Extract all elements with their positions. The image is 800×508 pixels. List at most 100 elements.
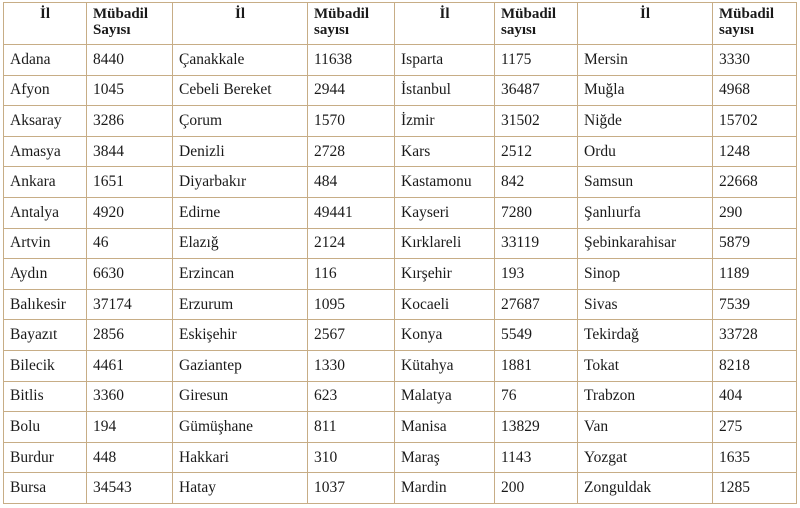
cell-il: Diyarbakır (173, 167, 308, 198)
cell-il: Bilecik (4, 350, 87, 381)
cell-il: Sivas (578, 289, 713, 320)
header-count-line1: Mübadil (719, 6, 796, 22)
cell-mubadil-sayisi: 76 (495, 381, 578, 412)
header-count-line2: sayısı (314, 22, 394, 38)
header-count-line1: Mübadil (314, 6, 394, 22)
cell-il: Hakkari (173, 442, 308, 473)
table-row: Afyon 1045 Cebeli Bereket 2944 İstanbul 36487… (4, 75, 797, 106)
header-il-1: İl (4, 3, 87, 45)
table-row: Bitlis 3360 Giresun 623 Malatya 76 Trabzon 404 (4, 381, 797, 412)
cell-mubadil-sayisi: 3360 (87, 381, 173, 412)
cell-il: Bayazıt (4, 320, 87, 351)
cell-mubadil-sayisi: 1651 (87, 167, 173, 198)
cell-il: Kütahya (395, 350, 495, 381)
cell-il: Giresun (173, 381, 308, 412)
cell-mubadil-sayisi: 1045 (87, 75, 173, 106)
mubadil-table-container: İl Mübadil Sayısı İl Mübadil sayısı İl M… (3, 2, 797, 504)
cell-il: Aydın (4, 259, 87, 290)
cell-il: Sinop (578, 259, 713, 290)
cell-mubadil-sayisi: 1570 (308, 106, 395, 137)
cell-mubadil-sayisi: 1095 (308, 289, 395, 320)
table-row: Amasya 3844 Denizli 2728 Kars 2512 Ordu 1248 (4, 136, 797, 167)
header-mubadil-sayisi-2: Mübadil sayısı (308, 3, 395, 45)
cell-il: Elazığ (173, 228, 308, 259)
cell-il: Şebinkarahisar (578, 228, 713, 259)
header-count-line2: sayısı (719, 22, 796, 38)
cell-mubadil-sayisi: 811 (308, 412, 395, 443)
cell-il: Denizli (173, 136, 308, 167)
cell-il: Şanlıurfa (578, 197, 713, 228)
cell-il: Antalya (4, 197, 87, 228)
cell-mubadil-sayisi: 4968 (713, 75, 797, 106)
cell-il: Malatya (395, 381, 495, 412)
cell-il: Trabzon (578, 381, 713, 412)
header-mubadil-sayisi-3: Mübadil sayısı (495, 3, 578, 45)
cell-il: Ankara (4, 167, 87, 198)
mubadil-table: İl Mübadil Sayısı İl Mübadil sayısı İl M… (3, 2, 797, 504)
cell-mubadil-sayisi: 22668 (713, 167, 797, 198)
cell-mubadil-sayisi: 2944 (308, 75, 395, 106)
cell-il: Gümüşhane (173, 412, 308, 443)
cell-mubadil-sayisi: 1635 (713, 442, 797, 473)
cell-mubadil-sayisi: 8440 (87, 45, 173, 76)
cell-il: Erzurum (173, 289, 308, 320)
cell-mubadil-sayisi: 34543 (87, 473, 173, 504)
cell-mubadil-sayisi: 5549 (495, 320, 578, 351)
cell-il: Mersin (578, 45, 713, 76)
cell-il: Çanakkale (173, 45, 308, 76)
cell-il: Kars (395, 136, 495, 167)
cell-mubadil-sayisi: 200 (495, 473, 578, 504)
header-il-3: İl (395, 3, 495, 45)
cell-il: Aksaray (4, 106, 87, 137)
cell-mubadil-sayisi: 275 (713, 412, 797, 443)
table-row: Bolu 194 Gümüşhane 811 Manisa 13829 Van 275 (4, 412, 797, 443)
cell-mubadil-sayisi: 194 (87, 412, 173, 443)
cell-il: Kocaeli (395, 289, 495, 320)
cell-il: Gaziantep (173, 350, 308, 381)
cell-il: Van (578, 412, 713, 443)
cell-mubadil-sayisi: 49441 (308, 197, 395, 228)
cell-il: İzmir (395, 106, 495, 137)
cell-il: Afyon (4, 75, 87, 106)
cell-mubadil-sayisi: 37174 (87, 289, 173, 320)
cell-il: Hatay (173, 473, 308, 504)
table-row: Antalya 4920 Edirne 49441 Kayseri 7280 Şanlıur… (4, 197, 797, 228)
table-row: Artvin 46 Elazığ 2124 Kırklareli 33119 Şebinka… (4, 228, 797, 259)
header-count-line1: Mübadil (93, 6, 172, 22)
cell-mubadil-sayisi: 2567 (308, 320, 395, 351)
cell-mubadil-sayisi: 2728 (308, 136, 395, 167)
cell-mubadil-sayisi: 3844 (87, 136, 173, 167)
cell-mubadil-sayisi: 7539 (713, 289, 797, 320)
cell-il: Samsun (578, 167, 713, 198)
cell-il: Kastamonu (395, 167, 495, 198)
cell-il: Eskişehir (173, 320, 308, 351)
cell-mubadil-sayisi: 46 (87, 228, 173, 259)
cell-mubadil-sayisi: 116 (308, 259, 395, 290)
cell-mubadil-sayisi: 27687 (495, 289, 578, 320)
table-row: Balıkesir 37174 Erzurum 1095 Kocaeli 27687 Siv… (4, 289, 797, 320)
cell-mubadil-sayisi: 15702 (713, 106, 797, 137)
cell-il: Niğde (578, 106, 713, 137)
cell-mubadil-sayisi: 448 (87, 442, 173, 473)
cell-mubadil-sayisi: 623 (308, 381, 395, 412)
header-mubadil-sayisi-4: Mübadil sayısı (713, 3, 797, 45)
cell-il: Tokat (578, 350, 713, 381)
cell-il: Kırşehir (395, 259, 495, 290)
cell-mubadil-sayisi: 842 (495, 167, 578, 198)
cell-mubadil-sayisi: 1248 (713, 136, 797, 167)
cell-mubadil-sayisi: 8218 (713, 350, 797, 381)
cell-mubadil-sayisi: 2512 (495, 136, 578, 167)
cell-il: Burdur (4, 442, 87, 473)
cell-mubadil-sayisi: 31502 (495, 106, 578, 137)
cell-mubadil-sayisi: 404 (713, 381, 797, 412)
cell-mubadil-sayisi: 310 (308, 442, 395, 473)
cell-il: Cebeli Bereket (173, 75, 308, 106)
cell-il: Manisa (395, 412, 495, 443)
cell-mubadil-sayisi: 6630 (87, 259, 173, 290)
header-count-line2: Sayısı (93, 22, 172, 38)
cell-mubadil-sayisi: 1143 (495, 442, 578, 473)
cell-mubadil-sayisi: 1285 (713, 473, 797, 504)
cell-mubadil-sayisi: 3330 (713, 45, 797, 76)
table-row: Aydın 6630 Erzincan 116 Kırşehir 193 Sinop 1189 (4, 259, 797, 290)
cell-mubadil-sayisi: 484 (308, 167, 395, 198)
